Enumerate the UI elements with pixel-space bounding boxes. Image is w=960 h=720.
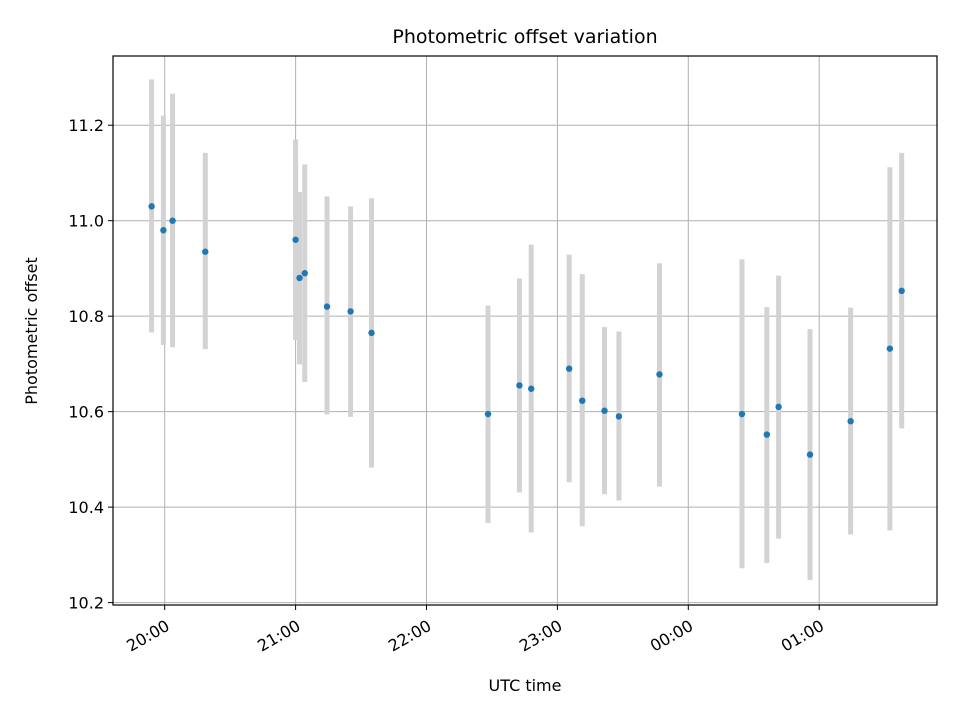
data-point [301, 270, 308, 277]
data-point [292, 236, 299, 243]
chart-title: Photometric offset variation [392, 26, 657, 48]
data-point [847, 418, 854, 425]
data-points [148, 203, 905, 458]
y-tick-label: 11.0 [68, 212, 104, 231]
data-point [898, 287, 905, 295]
data-point [160, 227, 167, 234]
data-point [738, 410, 746, 418]
data-point [368, 329, 375, 337]
data-point [763, 431, 771, 438]
data-point [579, 397, 586, 404]
y-tick-label: 10.8 [68, 307, 104, 326]
data-point [323, 303, 331, 310]
y-axis-label: Photometric offset [22, 257, 41, 405]
data-point [601, 407, 608, 414]
y-tick-label: 10.6 [68, 403, 104, 422]
data-point [148, 203, 155, 210]
y-tick-label: 11.2 [68, 116, 104, 135]
data-point [202, 248, 209, 255]
data-point [806, 451, 814, 458]
plot-frame [112, 55, 938, 606]
data-point [528, 385, 535, 392]
data-point [347, 308, 354, 315]
data-point [565, 365, 573, 372]
grid-lines [113, 56, 937, 605]
data-point [775, 403, 782, 411]
data-point [169, 217, 176, 224]
y-tick-label: 10.2 [68, 594, 104, 613]
data-point [516, 382, 523, 389]
y-axis-ticks: 10.2 10.4 10.6 10.8 11.0 11.2 [68, 116, 113, 613]
x-axis-label: UTC time [489, 676, 562, 695]
data-point [296, 274, 303, 282]
data-point [615, 413, 623, 420]
data-point [484, 410, 492, 418]
y-tick-label: 10.4 [68, 498, 104, 517]
data-point [886, 345, 894, 352]
data-point [656, 371, 663, 378]
